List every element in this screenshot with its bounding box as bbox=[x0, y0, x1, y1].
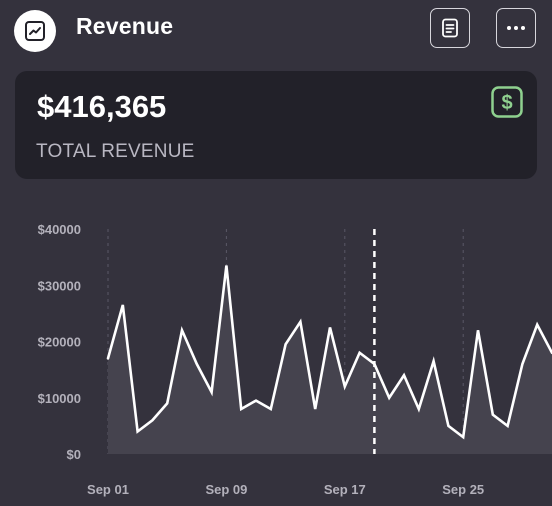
y-tick-label: $0 bbox=[67, 447, 81, 462]
logo bbox=[14, 10, 56, 52]
document-icon bbox=[442, 18, 458, 38]
dollar-icon: $ bbox=[491, 86, 523, 118]
svg-text:$: $ bbox=[501, 92, 512, 114]
y-tick-label: $10000 bbox=[38, 391, 81, 406]
report-button[interactable] bbox=[430, 8, 470, 48]
x-tick-label: Sep 25 bbox=[442, 482, 484, 497]
x-tick-label: Sep 01 bbox=[87, 482, 129, 497]
total-revenue-label: TOTAL REVENUE bbox=[36, 141, 195, 162]
total-revenue-card: $416,365 TOTAL REVENUE $ bbox=[15, 71, 537, 179]
y-tick-label: $40000 bbox=[38, 222, 81, 237]
y-tick-label: $20000 bbox=[38, 335, 81, 350]
page-title: Revenue bbox=[76, 13, 174, 39]
y-tick-label: $30000 bbox=[38, 278, 81, 293]
x-tick-label: Sep 17 bbox=[324, 482, 366, 497]
more-options-button[interactable] bbox=[496, 8, 536, 48]
series-area bbox=[108, 265, 552, 454]
total-revenue-amount: $416,365 bbox=[37, 89, 167, 124]
more-horizontal-icon bbox=[507, 26, 525, 30]
revenue-chart: $0 $10000 $20000 $30000 $40000 Sep 01 Sep 09 Se… bbox=[38, 222, 552, 497]
line-chart-icon bbox=[25, 21, 45, 41]
x-tick-label: Sep 09 bbox=[205, 482, 247, 497]
